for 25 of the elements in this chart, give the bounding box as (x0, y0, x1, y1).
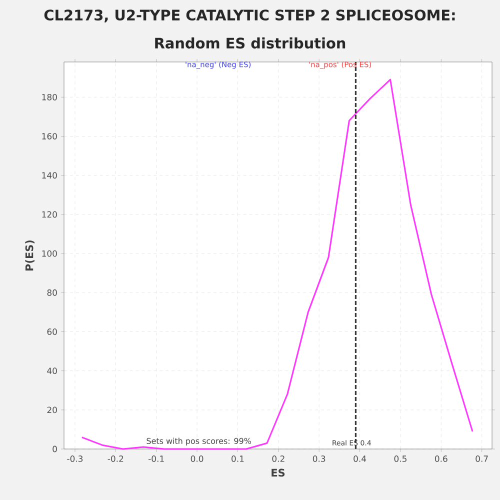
x-tick-label: 0.1 (232, 456, 244, 462)
x-axis-title: ES (272, 468, 285, 477)
y-tick-label: 60 (47, 328, 57, 335)
y-tick-label: 20 (47, 406, 57, 414)
x-tick-label: 0.2 (272, 456, 284, 462)
y-tick-label: 120 (42, 211, 57, 218)
chart-subtitle: Random ES distribution (155, 37, 346, 49)
x-tick-label: 0.4 (354, 456, 366, 462)
chart-title: CL2173, U2-TYPE CATALYTIC STEP 2 SPLICEOSOME: (44, 10, 455, 22)
y-tick-label: 140 (42, 172, 57, 179)
y-tick-label: 0 (52, 446, 57, 452)
x-tick-label: 0.3 (312, 456, 326, 462)
y-tick-label: 160 (42, 133, 57, 140)
y-tick-label: 100 (42, 250, 57, 257)
y-tick-label: 180 (42, 94, 57, 100)
x-tick-label: -0.3 (67, 456, 83, 462)
y-tick-label: 40 (47, 368, 57, 374)
y-tick-label: 80 (47, 289, 57, 296)
x-tick-label: -0.2 (108, 456, 124, 462)
x-tick-label: 0.0 (190, 456, 204, 462)
x-tick-label: 0.6 (434, 456, 448, 462)
x-tick-label: 0.5 (394, 456, 406, 462)
y-axis-title: P(ES) (25, 240, 34, 270)
x-tick-label: -0.1 (148, 456, 164, 462)
x-tick-label: 0.7 (476, 456, 488, 462)
